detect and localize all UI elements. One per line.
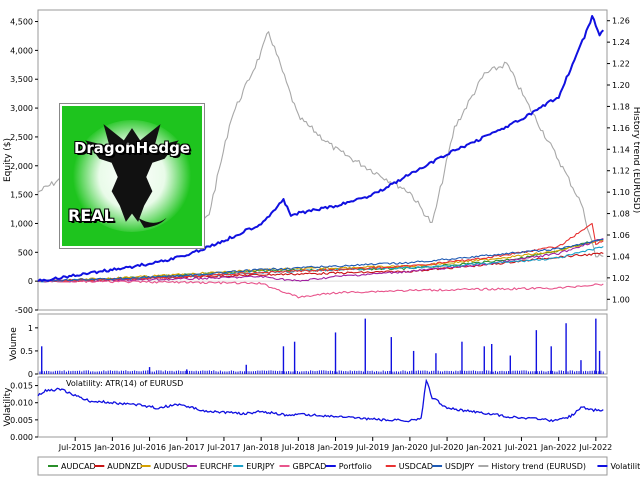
- equity-y2-tick-label: 1.22: [612, 60, 630, 69]
- series-line-portfolio: [37, 15, 605, 282]
- volume-y-tick-label: 0.5: [20, 347, 33, 356]
- legend-entry-label: EURJPY: [246, 462, 274, 471]
- x-tick-label: Jan-2016: [94, 443, 131, 452]
- legend: AUDCAD AUDNZD AUDUSD EURCHF EURJPY GBPCAD Port…: [48, 462, 640, 471]
- legend-entry-label: AUDUSD: [154, 462, 189, 471]
- equity-y-tick-label: 3,500: [10, 75, 33, 84]
- equity-y2-tick-label: 1.16: [612, 124, 630, 133]
- equity-y2-ticks: 1.00 1.02 1.04 1.06 1.08 1.10 1.12 1.14 1.16 1.18…: [607, 17, 630, 304]
- dragon-icon: [85, 124, 179, 228]
- x-tick-label: Jan-2017: [168, 443, 205, 452]
- x-tick-label: Jul-2019: [355, 443, 389, 452]
- volatility-panel-frame: [37, 376, 608, 438]
- equity-y-tick-label: 500: [18, 248, 33, 257]
- x-tick-label: Jan-2018: [242, 443, 279, 452]
- volatility-annotation: Volatility: ATR(14) of EURUSD: [66, 379, 183, 388]
- equity-y2-tick-label: 1.06: [612, 231, 630, 240]
- equity-y2-tick-label: 1.26: [612, 17, 630, 26]
- equity-y-tick-label: 4,000: [10, 46, 33, 55]
- series-line-usdcad: [38, 222, 604, 282]
- legend-entry-label: AUDCAD: [61, 462, 96, 471]
- volatility-y-axis-label: Volatility: [3, 387, 13, 427]
- equity-y2-tick-label: 1.20: [612, 81, 630, 90]
- equity-series-group: [37, 15, 607, 299]
- equity-y-axis-label: Equity ($): [3, 138, 13, 182]
- equity-y-tick-label: 1,000: [10, 219, 33, 228]
- equity-y2-tick-label: 1.14: [612, 145, 630, 154]
- x-axis-ticks: Jul-2015 Jan-2016 Jul-2016 Jan-2017 Jul-2017…: [58, 437, 612, 452]
- volume-y-ticks: 00.51: [20, 324, 38, 379]
- volume-series-group: [39, 318, 604, 374]
- x-tick-label: Jan-2020: [391, 443, 428, 452]
- x-tick-label: Jan-2021: [465, 443, 502, 452]
- equity-y2-tick-label: 1.18: [612, 102, 630, 111]
- series-line-eurchf: [37, 237, 604, 283]
- volume-panel-frame: [37, 313, 608, 375]
- logo-sub-text: REAL: [68, 206, 114, 225]
- equity-y2-tick-label: 1.10: [612, 188, 630, 197]
- x-tick-label: Jul-2022: [578, 443, 612, 452]
- volatility-y-tick-label: 0.005: [10, 416, 33, 425]
- equity-y2-tick-label: 1.08: [612, 210, 630, 219]
- volatility-y-tick-label: 0.000: [10, 433, 33, 442]
- logo: DragonHedge REAL: [60, 104, 204, 248]
- equity-y2-tick-label: 1.24: [612, 38, 630, 47]
- volatility-y-tick-label: 0.015: [10, 382, 33, 391]
- x-tick-label: Jan-2022: [540, 443, 577, 452]
- volume-y-tick-label: 0: [28, 370, 33, 379]
- equity-y2-tick-label: 1.04: [612, 252, 630, 261]
- volatility-y-ticks: 0.000 0.005 0.010 0.015: [10, 382, 38, 442]
- legend-entry-label: Volatility: [610, 462, 640, 471]
- volatility-y-tick-label: 0.010: [10, 399, 33, 408]
- equity-y2-tick-label: 1.02: [612, 274, 630, 283]
- volatility-series-group: [37, 378, 604, 423]
- legend-entry-label: USDCAD: [399, 462, 433, 471]
- equity-y-tick-label: 4,500: [10, 18, 33, 27]
- x-tick-label: Jan-2019: [317, 443, 354, 452]
- equity-y-tick-label: 0: [28, 277, 33, 286]
- equity-y-tick-label: 2,500: [10, 133, 33, 142]
- legend-entry-label: History trend (EURUSD): [491, 462, 586, 471]
- equity-y-tick-label: 2,000: [10, 162, 33, 171]
- equity-y-tick-label: 3,000: [10, 104, 33, 113]
- x-tick-label: Jul-2018: [281, 443, 315, 452]
- equity-y-ticks: -500 0 500 1,000 1,500 2,000 2,500 3,000 3,500 4,…: [10, 18, 38, 315]
- logo-brand-text: DragonHedge: [73, 139, 191, 157]
- legend-entry-label: USDJPY: [445, 462, 474, 471]
- equity-y2-tick-label: 1.12: [612, 167, 630, 176]
- equity-y-tick-label: 1,500: [10, 191, 33, 200]
- volume-y-tick-label: 1: [28, 324, 33, 333]
- equity-y-tick-label: -500: [15, 306, 33, 315]
- series-line-gbpcad: [38, 279, 604, 299]
- legend-entry-label: EURCHF: [200, 462, 233, 471]
- equity-y2-axis-label: History trend (EURUSD): [631, 107, 640, 214]
- legend-entry-label: Portfolio: [339, 462, 372, 471]
- volume-y-axis-label: Volume: [9, 327, 19, 361]
- x-tick-label: Jul-2016: [132, 443, 166, 452]
- legend-entry-label: AUDNZD: [107, 462, 142, 471]
- legend-entry-label: GBPCAD: [293, 462, 327, 471]
- x-tick-label: Jul-2020: [430, 443, 464, 452]
- x-tick-label: Jul-2015: [58, 443, 92, 452]
- x-tick-label: Jul-2017: [206, 443, 240, 452]
- volatility-line: [37, 378, 604, 423]
- series-line-usdjpy: [37, 238, 604, 283]
- equity-y2-tick-label: 1.00: [612, 295, 630, 304]
- x-tick-label: Jul-2021: [504, 443, 538, 452]
